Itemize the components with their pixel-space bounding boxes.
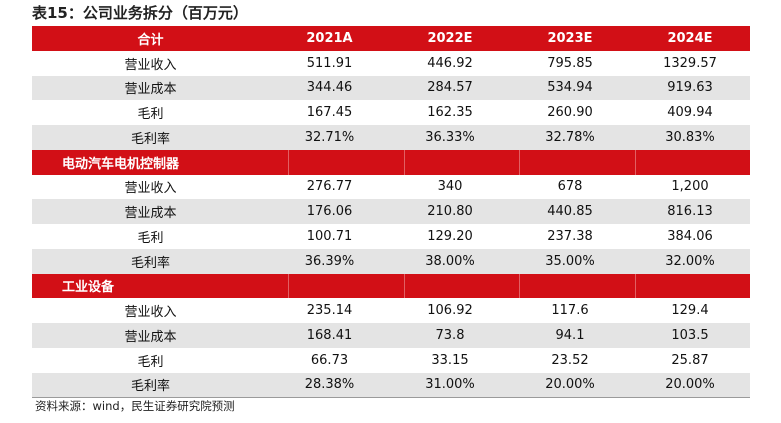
- row-label: 毛利率: [130, 131, 170, 147]
- table-cell: 66.73: [310, 352, 349, 368]
- table-cell: 409.94: [667, 105, 713, 121]
- table-cell: 103.5: [671, 327, 709, 343]
- table-cell: 919.63: [667, 80, 713, 96]
- section-title: 电动汽车电机控制器: [62, 156, 180, 172]
- table-row: 毛利率 28.38% 31.00% 20.00% 20.00%: [32, 372, 750, 398]
- row-label: 营业收入: [124, 181, 177, 197]
- table-cell: 384.06: [667, 228, 713, 244]
- row-label: 毛利率: [130, 255, 170, 271]
- row-label: 毛利: [137, 354, 164, 370]
- table-cell: 30.83%: [665, 129, 715, 145]
- table-cell: 28.38%: [304, 377, 355, 393]
- table-cell: 237.38: [547, 228, 593, 244]
- table-header-row: 合计 2021A 2022E 2023E 2024E: [32, 26, 750, 51]
- table-cell: 446.92: [427, 55, 473, 71]
- table-cell: 176.06: [306, 204, 353, 220]
- business-breakdown-table: 合计 2021A 2022E 2023E 2024E 营业收入 511.91 4…: [32, 26, 750, 399]
- table-cell: 33.15: [431, 352, 469, 368]
- row-label: 毛利: [137, 107, 164, 123]
- header-cell: 2024E: [667, 30, 713, 46]
- table-row: 毛利率 32.71% 36.33% 32.78% 30.83%: [32, 125, 750, 150]
- table-cell: 284.57: [427, 80, 473, 96]
- table-cell: 440.85: [547, 204, 593, 220]
- table-row: 营业收入 276.77 340 678 1,200: [32, 175, 750, 200]
- table-cell: 795.85: [547, 55, 593, 71]
- table-row: 营业成本 344.46 284.57 534.94 919.63: [32, 75, 750, 101]
- table-cell: 511.91: [306, 55, 353, 71]
- table-row: 营业收入 235.14 106.92 117.6 129.4: [32, 298, 750, 323]
- section-header-row: 工业设备: [32, 273, 750, 299]
- table-cell: 167.45: [306, 105, 353, 121]
- row-label: 营业成本: [124, 206, 177, 222]
- table-cell: 678: [557, 179, 583, 195]
- table-cell: 1,200: [671, 179, 709, 195]
- table-cell: 100.71: [306, 228, 353, 244]
- table-cell: 210.80: [427, 204, 473, 220]
- table-row: 毛利 167.45 162.35 260.90 409.94: [32, 100, 750, 125]
- table-cell: 23.52: [551, 352, 589, 368]
- table-cell: 32.78%: [545, 129, 595, 145]
- table-cell: 344.46: [306, 80, 353, 96]
- table-cell: 816.13: [667, 204, 713, 220]
- table-cell: 129.20: [427, 228, 473, 244]
- source-note: 资料来源：wind，民生证券研究院预测: [35, 399, 235, 413]
- row-label: 营业收入: [124, 57, 177, 73]
- table-cell: 94.1: [555, 327, 585, 343]
- table-row: 毛利率 36.39% 38.00% 35.00% 32.00%: [32, 248, 750, 274]
- table-cell: 35.00%: [545, 253, 595, 269]
- row-label: 毛利: [137, 230, 164, 246]
- header-cell: 合计: [137, 32, 164, 48]
- table-cell: 235.14: [306, 303, 353, 319]
- table-cell: 20.00%: [665, 377, 715, 393]
- table-cell: 31.00%: [425, 377, 475, 393]
- table-cell: 32.00%: [665, 253, 715, 269]
- header-cell: 2023E: [547, 30, 593, 46]
- table-cell: 276.77: [306, 179, 353, 195]
- table-row: 营业成本 176.06 210.80 440.85 816.13: [32, 199, 750, 224]
- table-cell: 36.39%: [304, 253, 355, 269]
- table-cell: 106.92: [427, 303, 473, 319]
- section-title: 工业设备: [62, 280, 115, 296]
- table-cell: 340: [437, 179, 463, 195]
- row-label: 营业成本: [124, 82, 177, 98]
- section-header-row: 电动汽车电机控制器: [32, 149, 750, 175]
- table-cell: 260.90: [547, 105, 593, 121]
- table-row: 营业成本 168.41 73.8 94.1 103.5: [32, 323, 750, 348]
- table-cell: 32.71%: [304, 129, 355, 145]
- table-cell: 25.87: [671, 352, 709, 368]
- row-label: 营业成本: [124, 329, 177, 345]
- header-cell: 2021A: [306, 30, 353, 46]
- table-cell: 38.00%: [425, 253, 475, 269]
- table-row: 毛利 100.71 129.20 237.38 384.06: [32, 224, 750, 249]
- table-cell: 168.41: [306, 327, 353, 343]
- header-cell: 2022E: [427, 30, 473, 46]
- table-row: 毛利 66.73 33.15 23.52 25.87: [32, 348, 750, 373]
- table-cell: 1329.57: [663, 55, 717, 71]
- row-label: 营业收入: [124, 305, 177, 321]
- table-cell: 534.94: [547, 80, 593, 96]
- table-cell: 20.00%: [545, 377, 595, 393]
- table-cell: 117.6: [551, 303, 589, 319]
- row-label: 毛利率: [130, 379, 170, 395]
- table-cell: 129.4: [671, 303, 709, 319]
- table-row: 营业收入 511.91 446.92 795.85 1329.57: [32, 51, 750, 76]
- table-cell: 73.8: [435, 327, 465, 343]
- table-cell: 162.35: [427, 105, 473, 121]
- table-title: 表15：公司业务拆分（百万元）: [32, 4, 248, 22]
- table-cell: 36.33%: [425, 129, 475, 145]
